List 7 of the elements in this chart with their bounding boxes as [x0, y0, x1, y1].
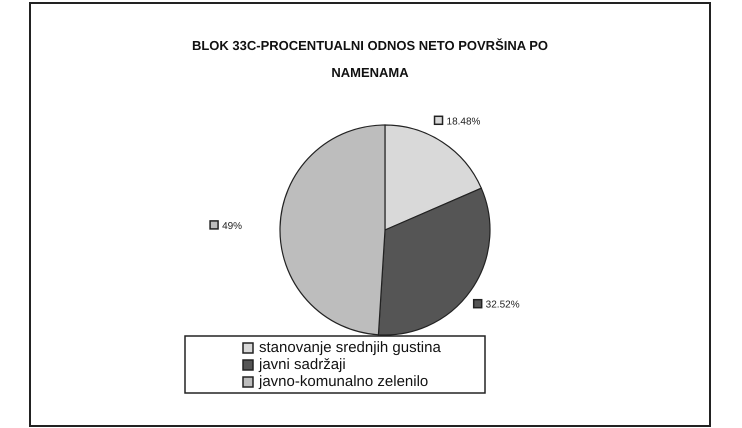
- legend-label: javni sadržaji: [258, 356, 346, 373]
- legend-label: javno-komunalno zelenilo: [258, 373, 428, 390]
- data-label: 49%: [222, 220, 242, 232]
- legend-label: stanovanje srednjih gustina: [259, 339, 442, 356]
- data-label: 32.52%: [486, 300, 520, 311]
- chart-title: BLOK 33C-PROCENTUALNI ODNOS NETO POVRŠINA PO NAMENAMA: [192, 38, 548, 80]
- data-label: 18.48%: [446, 116, 481, 128]
